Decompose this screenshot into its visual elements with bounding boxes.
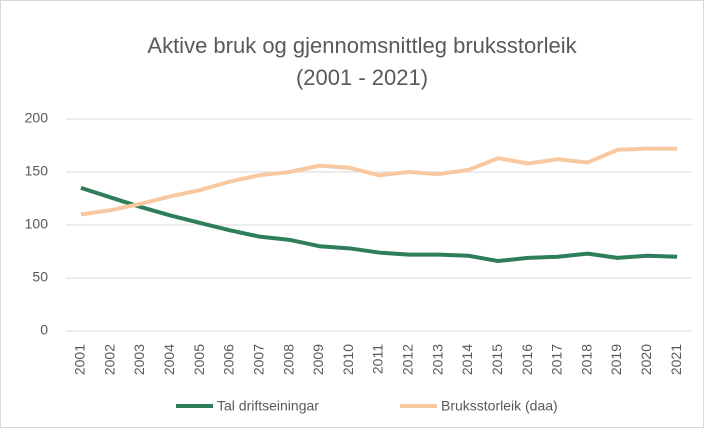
series-line: [80, 146, 678, 217]
x-tick-label: 2003: [131, 344, 147, 375]
x-tick-label: 2017: [549, 344, 565, 375]
x-tick-label: 2020: [638, 344, 654, 375]
x-tick-label: 2008: [280, 344, 296, 375]
y-tick-label: 100: [25, 216, 49, 232]
x-tick-label: 2007: [250, 344, 266, 375]
x-tick-label: 2009: [310, 344, 326, 375]
x-tick-label: 2016: [519, 344, 535, 375]
x-tick-label: 2005: [191, 344, 207, 375]
x-tick-label: 2014: [459, 344, 475, 375]
x-tick-label: 2006: [221, 344, 237, 375]
x-tick-label: 2018: [578, 344, 594, 375]
x-tick-label: 2001: [72, 344, 88, 375]
series-line: [80, 185, 678, 264]
x-tick-label: 2019: [608, 344, 624, 375]
y-tick-label: 50: [32, 269, 48, 285]
legend-label: Bruksstorleik (daa): [441, 398, 558, 414]
y-tick-label: 200: [25, 110, 49, 126]
x-tick-label: 2004: [161, 344, 177, 375]
x-tick-label: 2021: [668, 344, 684, 375]
legend-label: Tal driftseiningar: [217, 398, 319, 414]
x-tick-label: 2011: [370, 344, 386, 374]
x-tick-label: 2013: [429, 344, 445, 375]
x-tick-label: 2002: [101, 344, 117, 375]
chart-title: (2001 - 2021): [296, 65, 428, 90]
x-tick-label: 2015: [489, 344, 505, 375]
x-tick-label: 2010: [340, 344, 356, 375]
y-tick-label: 0: [40, 322, 48, 338]
chart-title: Aktive bruk og gjennomsnittleg bruksstor…: [147, 33, 577, 58]
y-tick-label: 150: [25, 163, 49, 179]
x-tick-label: 2012: [400, 344, 416, 375]
